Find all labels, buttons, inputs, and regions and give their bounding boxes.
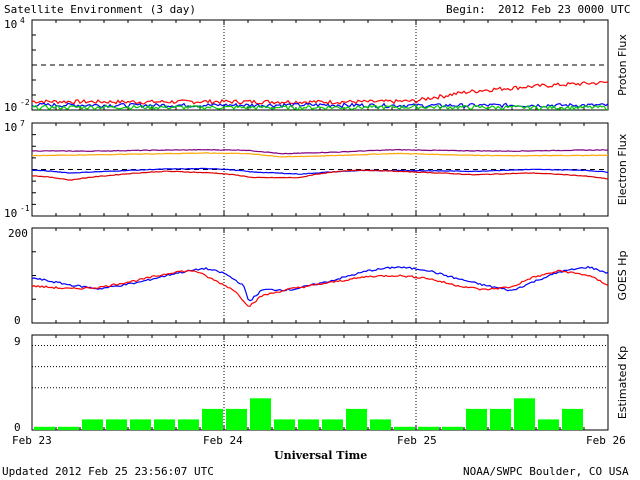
source-credit: NOAA/SWPC Boulder, CO USA xyxy=(463,465,629,478)
y-axis-label-proton: Proton Flux xyxy=(616,34,629,96)
kp-bar-6 xyxy=(178,419,199,430)
kp-bar-7 xyxy=(202,408,223,430)
series-line-proton-2 xyxy=(31,104,608,111)
x-tick-feb25: Feb 25 xyxy=(397,434,437,447)
kp-bar-8 xyxy=(226,408,247,430)
x-tick-feb26: Feb 26 xyxy=(586,434,626,447)
series-line-hp-0 xyxy=(31,265,609,302)
y-tick-exp-bottom-electron: -1 xyxy=(20,204,30,213)
y-axis-label-kp: Estimated Kp xyxy=(616,346,629,419)
y-tick-label-bottom-electron: 10 xyxy=(4,207,17,220)
begin-label: Begin: xyxy=(446,3,486,16)
kp-bar-21 xyxy=(538,419,559,430)
chart-title: Satellite Environment (3 day) xyxy=(4,3,197,16)
y-tick-label-top-hp: 200 xyxy=(8,227,28,240)
y-tick-label-top-kp: 9 xyxy=(14,335,21,348)
kp-bar-5 xyxy=(154,419,175,430)
kp-bar-3 xyxy=(106,419,127,430)
kp-bar-18 xyxy=(466,408,487,430)
y-tick-label-bottom-proton: 10 xyxy=(4,101,17,114)
kp-bar-11 xyxy=(298,419,319,430)
kp-bar-15 xyxy=(394,426,415,430)
y-tick-label-bottom-kp: 0 xyxy=(14,421,21,434)
kp-bar-0 xyxy=(34,426,55,430)
begin-value: 2012 Feb 23 0000 UTC xyxy=(498,3,631,16)
y-axis-label-hp: GOES Hp xyxy=(616,251,629,301)
kp-bar-10 xyxy=(274,419,295,430)
y-tick-exp-top-proton: 4 xyxy=(20,16,25,25)
series-line-proton-0 xyxy=(31,80,609,106)
kp-bar-14 xyxy=(370,419,391,430)
series-line-electron-0 xyxy=(31,148,609,155)
series-line-electron-2 xyxy=(31,167,609,175)
y-tick-label-bottom-hp: 0 xyxy=(14,314,21,327)
kp-bar-12 xyxy=(322,419,343,430)
kp-bar-22 xyxy=(562,408,583,430)
kp-bar-17 xyxy=(442,426,463,430)
panel-frame-hp xyxy=(31,227,609,324)
series-line-hp-1 xyxy=(31,269,609,307)
series-line-electron-3 xyxy=(31,169,609,181)
y-tick-label-top-proton: 10 xyxy=(4,18,17,31)
updated-timestamp: Updated 2012 Feb 25 23:56:07 UTC xyxy=(2,465,214,478)
kp-bar-20 xyxy=(514,398,535,430)
kp-bar-9 xyxy=(250,398,271,430)
x-tick-feb23: Feb 23 xyxy=(12,434,52,447)
y-tick-exp-bottom-proton: -2 xyxy=(20,98,30,107)
y-tick-label-top-electron: 10 xyxy=(4,121,17,134)
x-tick-feb24: Feb 24 xyxy=(203,434,243,447)
y-axis-label-electron: Electron Flux xyxy=(616,133,629,205)
kp-bar-19 xyxy=(490,408,511,430)
series-line-electron-1 xyxy=(32,152,609,158)
x-axis-label: Universal Time xyxy=(274,449,368,462)
kp-bar-1 xyxy=(58,426,79,430)
kp-bar-16 xyxy=(418,426,439,430)
kp-bar-2 xyxy=(82,419,103,430)
y-tick-exp-top-electron: 7 xyxy=(20,119,25,128)
kp-bar-4 xyxy=(130,419,151,430)
kp-bar-13 xyxy=(346,408,367,430)
